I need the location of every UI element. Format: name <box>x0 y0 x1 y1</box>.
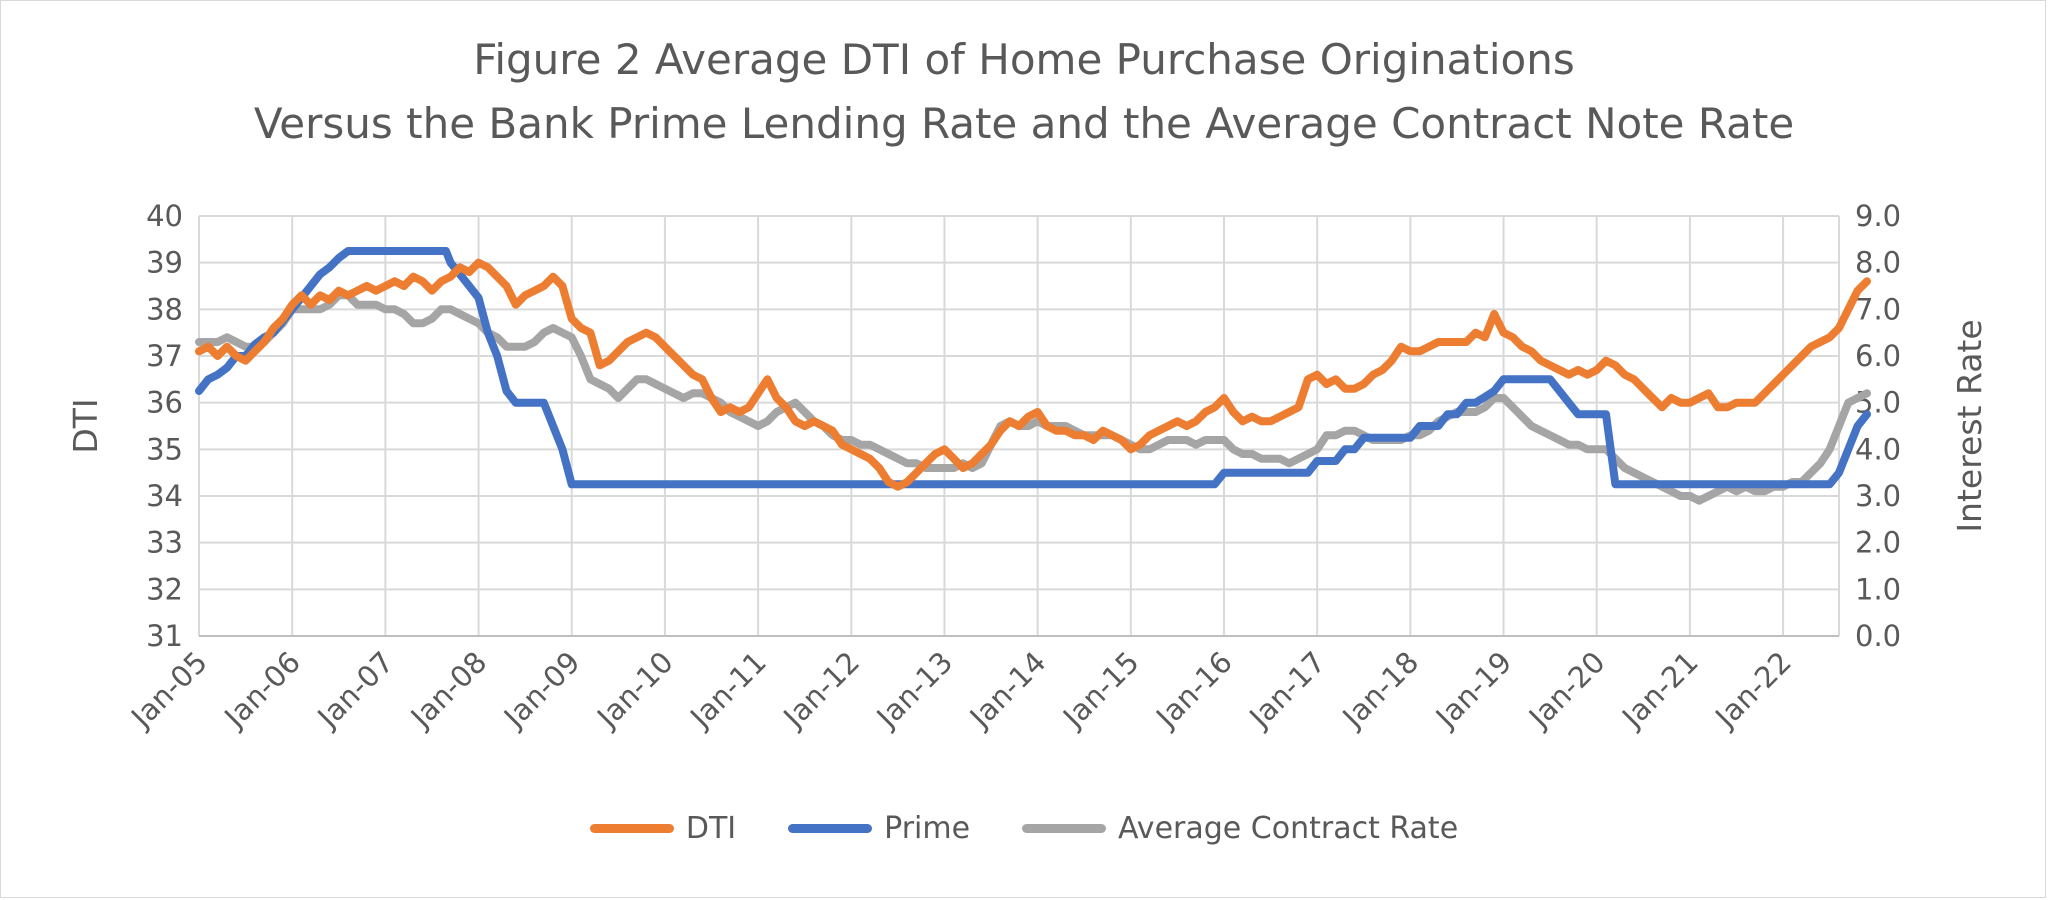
x-tick-label: Jan-20 <box>1521 645 1612 736</box>
x-tick-label: Jan-06 <box>216 645 307 736</box>
legend-swatch <box>589 824 674 833</box>
x-tick-label: Jan-07 <box>310 645 401 736</box>
y-tick-label: 32 <box>146 572 183 606</box>
x-tick-label: Jan-16 <box>1148 645 1239 736</box>
y2-tick-label: 2.0 <box>1855 526 1901 560</box>
series-line-prime <box>195 247 1871 489</box>
y-tick-label: 40 <box>146 199 183 233</box>
chart-title-line-2: Versus the Bank Prime Lending Rate and t… <box>253 99 1795 148</box>
x-tick-label: Jan-05 <box>123 645 214 736</box>
y-tick-label: 31 <box>146 619 183 653</box>
x-tick-label: Jan-21 <box>1614 645 1705 736</box>
series-line-average-contract-rate <box>195 291 1871 505</box>
x-tick-label: Jan-11 <box>682 645 773 736</box>
x-tick-label: Jan-19 <box>1428 645 1519 736</box>
x-tick-label: Jan-18 <box>1335 645 1426 736</box>
x-tick-label: Jan-15 <box>1055 645 1146 736</box>
x-tick-label: Jan-17 <box>1241 645 1332 736</box>
y2-tick-label: 6.0 <box>1855 339 1901 373</box>
y2-tick-label: 8.0 <box>1855 246 1901 280</box>
x-tick-label: Jan-22 <box>1707 645 1798 736</box>
y-tick-label: 36 <box>146 386 183 420</box>
y-tick-label: 38 <box>146 292 183 326</box>
y2-tick-label: 7.0 <box>1855 292 1901 326</box>
legend-label: Prime <box>884 811 971 846</box>
y-tick-label: 33 <box>146 526 183 560</box>
x-tick-label: Jan-10 <box>589 645 680 736</box>
legend-item: Prime <box>788 811 970 846</box>
chart-legend: DTI Prime Average Contract Rate <box>1 811 2047 846</box>
x-tick-label: Jan-09 <box>496 645 587 736</box>
legend-swatch <box>1022 824 1107 833</box>
y-axis-title: DTI <box>66 398 105 453</box>
y2-tick-label: 3.0 <box>1855 479 1901 513</box>
y2-tick-label: 0.0 <box>1855 619 1901 653</box>
x-tick-label: Jan-12 <box>776 645 867 736</box>
chart-title-line-1: Figure 2 Average DTI of Home Purchase Or… <box>473 35 1575 84</box>
y-tick-label: 35 <box>146 432 183 466</box>
series-line-dti <box>195 258 1871 491</box>
legend-label: Average Contract Rate <box>1118 811 1459 846</box>
y-tick-label: 34 <box>146 479 183 513</box>
y-tick-label: 39 <box>146 246 183 280</box>
x-tick-label: Jan-08 <box>403 645 494 736</box>
y2-tick-label: 9.0 <box>1855 199 1901 233</box>
x-tick-label: Jan-13 <box>869 645 960 736</box>
y2-axis-title: Interest Rate <box>1950 319 1989 532</box>
legend-label: DTI <box>685 811 737 846</box>
y-tick-label: 37 <box>146 339 183 373</box>
y2-tick-label: 4.0 <box>1855 432 1901 466</box>
legend-item: Average Contract Rate <box>1022 811 1458 846</box>
x-tick-label: Jan-14 <box>962 645 1053 736</box>
legend-swatch <box>788 824 873 833</box>
y2-tick-label: 1.0 <box>1855 572 1901 606</box>
legend-item: DTI <box>589 811 737 846</box>
